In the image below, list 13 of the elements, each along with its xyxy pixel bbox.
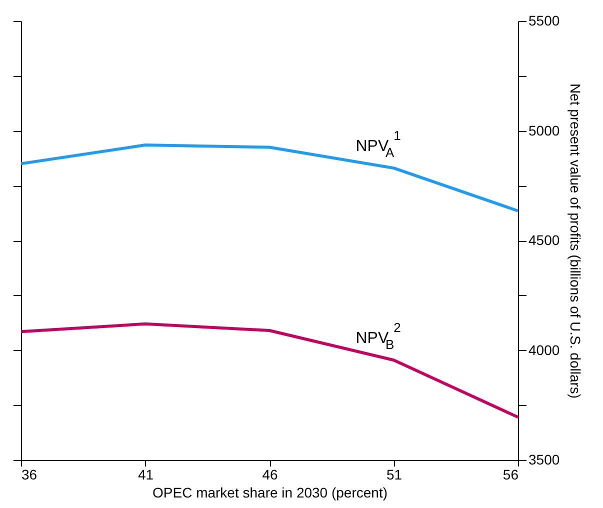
x-tick-label: 41 xyxy=(138,466,154,482)
y-axis-title: Net present value of profits (billions of U.S. dollars) xyxy=(568,83,584,399)
x-axis-title: OPEC market share in 2030 (percent) xyxy=(152,484,388,500)
y-tick-label: 5500 xyxy=(528,12,560,28)
y-tick-label: 5000 xyxy=(528,122,560,138)
y-tick-label: 4500 xyxy=(528,232,560,248)
x-tick-label: 46 xyxy=(262,466,278,482)
y-tick-label: 4000 xyxy=(528,342,560,358)
x-tick-label: 56 xyxy=(502,466,519,482)
x-tick-label: 51 xyxy=(386,466,402,482)
y-tick-label: 3500 xyxy=(528,452,560,468)
x-tick-label: 36 xyxy=(22,466,38,482)
line-series xyxy=(20,322,520,419)
